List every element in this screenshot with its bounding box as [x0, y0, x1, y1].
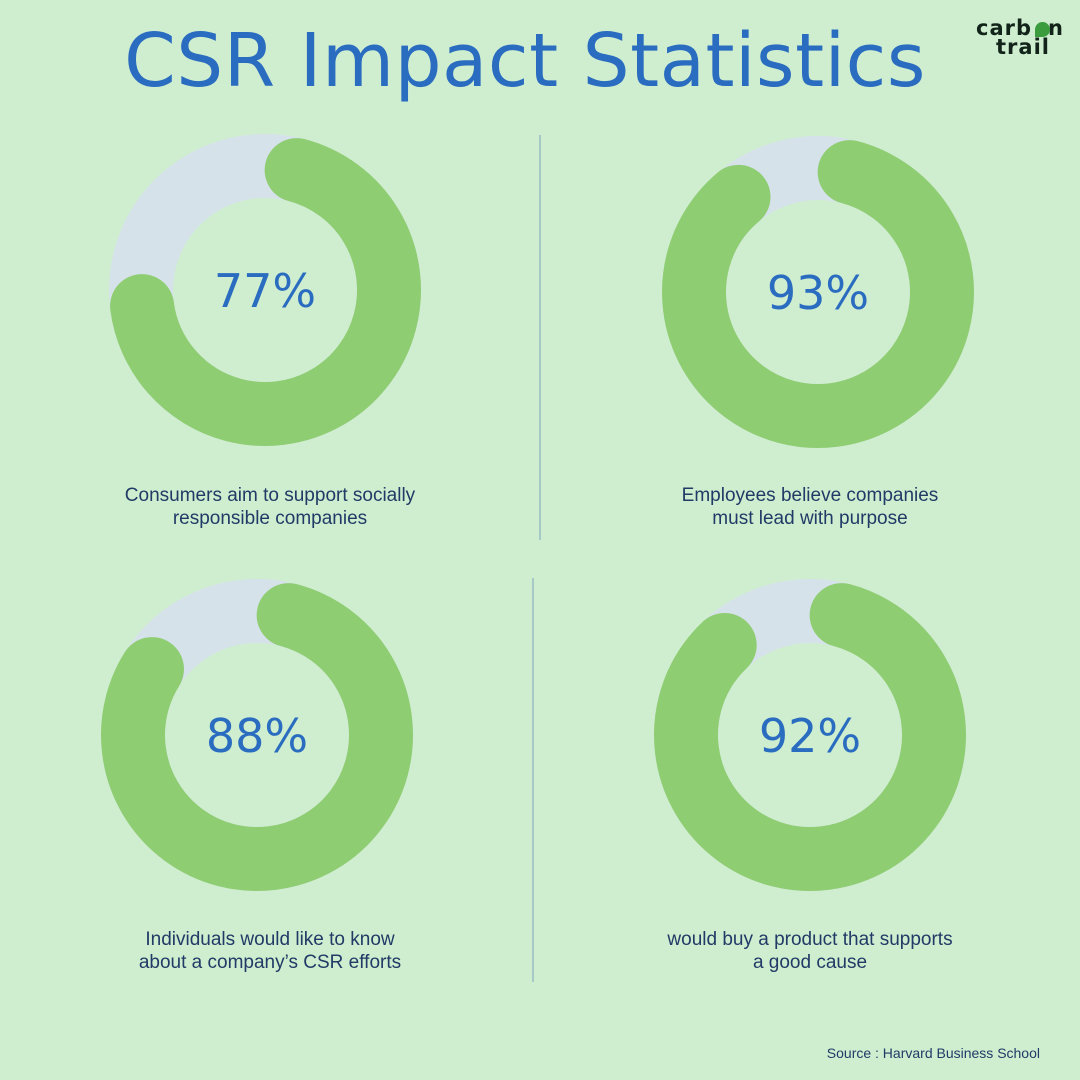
- donut-chart-2: 93%: [662, 136, 974, 448]
- donut-arc-3: [101, 579, 413, 891]
- vertical-divider-top: [539, 135, 541, 540]
- source-credit: Source : Harvard Business School: [826, 1045, 1040, 1061]
- donut-card-3: 88% Individuals would like to know about…: [0, 540, 540, 1080]
- donut-arc-2: [662, 136, 974, 448]
- donut-card-2: 93% Employees believe companies must lea…: [540, 0, 1080, 540]
- donut-value-label-2: 93%: [767, 266, 869, 320]
- chart-caption-2: Employees believe companies must lead wi…: [681, 485, 939, 529]
- donut-card-1: 77% Consumers aim to support socially re…: [0, 0, 540, 540]
- donut-arc-4: [654, 579, 966, 891]
- vertical-divider-bottom: [532, 578, 534, 982]
- donut-chart-1: 77%: [109, 134, 421, 446]
- chart-caption-3: Individuals would like to know about a c…: [138, 929, 402, 973]
- donut-arc-1: [109, 134, 421, 446]
- donut-value-label-4: 92%: [759, 709, 861, 763]
- logo-text-bottom: trail: [996, 35, 1050, 59]
- page-title: CSR Impact Statistics: [124, 18, 926, 104]
- donut-chart-3: 88%: [101, 579, 413, 891]
- donut-value-label-1: 77%: [214, 264, 316, 318]
- carbon-trail-logo: carb n trail: [972, 16, 1072, 60]
- chart-caption-4: would buy a product that supports a good…: [667, 929, 953, 973]
- leaf-icon: [1035, 22, 1050, 37]
- donut-card-4: 92% would buy a product that supports a …: [540, 540, 1080, 1080]
- donut-chart-4: 92%: [654, 579, 966, 891]
- donut-value-label-3: 88%: [206, 709, 308, 763]
- chart-caption-1: Consumers aim to support socially respon…: [124, 485, 416, 529]
- logo-text-top: carb n: [976, 16, 1064, 40]
